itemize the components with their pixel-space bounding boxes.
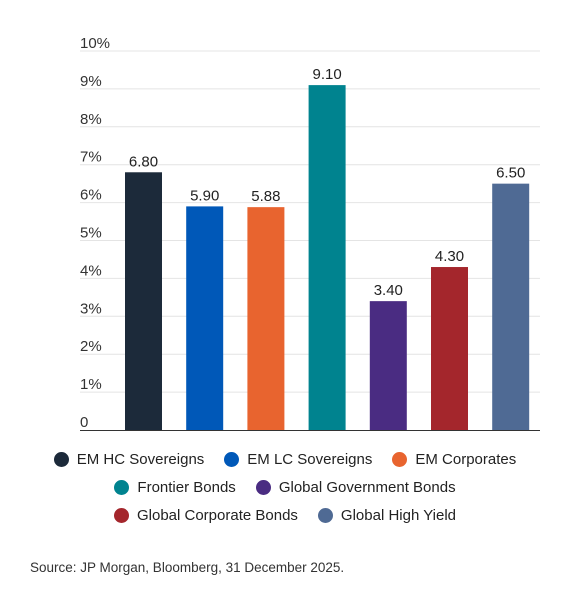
- legend-item: Global Government Bonds: [255, 478, 456, 496]
- bar: [431, 267, 468, 430]
- legend-label: EM Corporates: [415, 450, 517, 468]
- legend-item: EM LC Sovereigns: [224, 451, 372, 468]
- bar: [247, 207, 285, 430]
- y-tick-label: 4%: [80, 262, 102, 279]
- bar: [125, 172, 162, 430]
- legend-swatch: [255, 479, 271, 495]
- data-label: 3.40: [374, 282, 403, 299]
- legend-label: Global Government Bonds: [278, 478, 456, 496]
- data-labels: 6.80 5.90 5.88 9.10 3.40 4.30 6.50: [129, 66, 525, 299]
- legend-label: Global High Yield: [340, 506, 456, 524]
- source-note: Source: JP Morgan, Bloomberg, 31 Decembe…: [30, 560, 345, 575]
- bar: [492, 183, 530, 430]
- data-label: 6.80: [129, 153, 158, 170]
- legend-swatch: [392, 451, 408, 467]
- legend-item: EM HC Sovereigns: [53, 450, 205, 468]
- bar-chart: 0 1% 2% 3% 4% 5% 6% 7% 8% 9% 10% 6.80 5.90 5.88 9.10 3…: [80, 35, 540, 431]
- legend-swatch: [53, 451, 69, 467]
- data-label: 5.90: [190, 187, 219, 204]
- legend-item: Frontier Bonds: [114, 478, 236, 496]
- legend: EM HC Sovereigns EM LC Sovereigns EM Corpo…: [0, 448, 570, 532]
- bar: [308, 85, 346, 431]
- y-tick-label: 5%: [80, 225, 102, 242]
- legend-swatch: [113, 507, 129, 523]
- bar: [186, 206, 224, 430]
- y-tick-label: 2%: [80, 338, 102, 355]
- legend-item: Global High Yield: [317, 506, 456, 524]
- legend-swatch: [317, 507, 333, 523]
- legend-item: Global Corporate Bonds: [113, 506, 298, 524]
- legend-label: Global Corporate Bonds: [136, 506, 298, 524]
- data-label: 5.88: [251, 188, 280, 205]
- y-tick-label: 6%: [80, 187, 102, 204]
- legend-swatch: [114, 479, 130, 495]
- y-tick-label: 10%: [80, 35, 110, 52]
- data-label: 6.50: [496, 165, 525, 182]
- legend-swatch: [224, 451, 240, 467]
- data-label: 9.10: [312, 66, 341, 83]
- y-tick-label: 9%: [80, 73, 102, 90]
- legend-row: Frontier Bonds Global Government Bonds: [0, 476, 570, 498]
- y-tick-label: 7%: [80, 149, 102, 166]
- bars: [125, 85, 530, 431]
- y-tick-label: 1%: [80, 376, 102, 393]
- legend-row: Global Corporate Bonds Global High Yield: [0, 504, 570, 526]
- legend-label: EM LC Sovereigns: [247, 450, 373, 468]
- legend-item: EM Corporates: [392, 451, 516, 468]
- y-tick-label: 0: [80, 414, 88, 431]
- legend-label: Frontier Bonds: [137, 478, 236, 496]
- y-tick-label: 8%: [80, 111, 102, 128]
- bar: [369, 301, 407, 430]
- y-tick-label: 3%: [80, 300, 102, 317]
- y-axis-ticks: 0 1% 2% 3% 4% 5% 6% 7% 8% 9% 10%: [80, 35, 110, 431]
- data-label: 4.30: [435, 248, 464, 265]
- legend-label: EM HC Sovereigns: [76, 450, 205, 468]
- legend-row: EM HC Sovereigns EM LC Sovereigns EM Corpo…: [0, 448, 570, 470]
